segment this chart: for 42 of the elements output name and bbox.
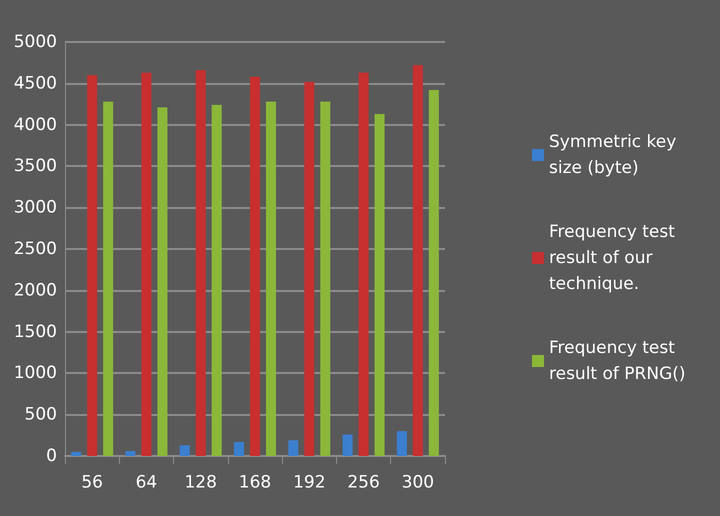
bar <box>374 114 385 456</box>
bar <box>125 451 136 456</box>
legend-label: Frequency test result of PRNG() <box>549 338 686 384</box>
y-tick-label: 1500 <box>14 322 57 342</box>
bar <box>103 102 114 456</box>
bar <box>157 107 168 456</box>
bar <box>141 72 152 456</box>
y-tick-label: 0 <box>46 446 57 466</box>
bar <box>412 65 423 456</box>
bar <box>196 70 206 456</box>
y-tick-label: 2000 <box>14 280 57 300</box>
x-tick-label: 56 <box>81 472 103 492</box>
bar <box>428 90 439 456</box>
legend-label: Frequency test result of our technique. <box>549 222 680 294</box>
y-tick-label: 5000 <box>14 32 57 52</box>
bar <box>180 445 190 456</box>
y-tick-label: 3000 <box>14 198 57 218</box>
bar <box>320 102 330 456</box>
bar <box>396 431 407 456</box>
bar <box>304 82 314 456</box>
y-tick-label: 1000 <box>14 363 57 384</box>
bar <box>234 442 244 456</box>
bar <box>266 102 276 456</box>
bar <box>87 75 98 456</box>
x-tick-label: 192 <box>293 472 326 492</box>
x-tick-label: 300 <box>402 472 434 492</box>
legend-label: Symmetric key size (byte) <box>549 132 682 178</box>
bar <box>71 452 82 456</box>
x-tick-label: 168 <box>238 472 272 492</box>
y-tick-label: 4500 <box>14 73 57 94</box>
bar <box>250 76 260 456</box>
x-tick-label: 256 <box>347 472 380 492</box>
bar <box>288 440 298 456</box>
x-tick-label: 128 <box>184 472 217 492</box>
bar <box>342 434 353 456</box>
y-tick-label: 4000 <box>14 114 57 135</box>
y-tick-label: 500 <box>24 404 57 425</box>
y-tick-label: 3500 <box>14 156 57 176</box>
bar <box>358 72 369 456</box>
bar <box>212 104 222 456</box>
y-tick-label: 2500 <box>14 239 57 259</box>
x-tick-label: 64 <box>136 472 158 492</box>
